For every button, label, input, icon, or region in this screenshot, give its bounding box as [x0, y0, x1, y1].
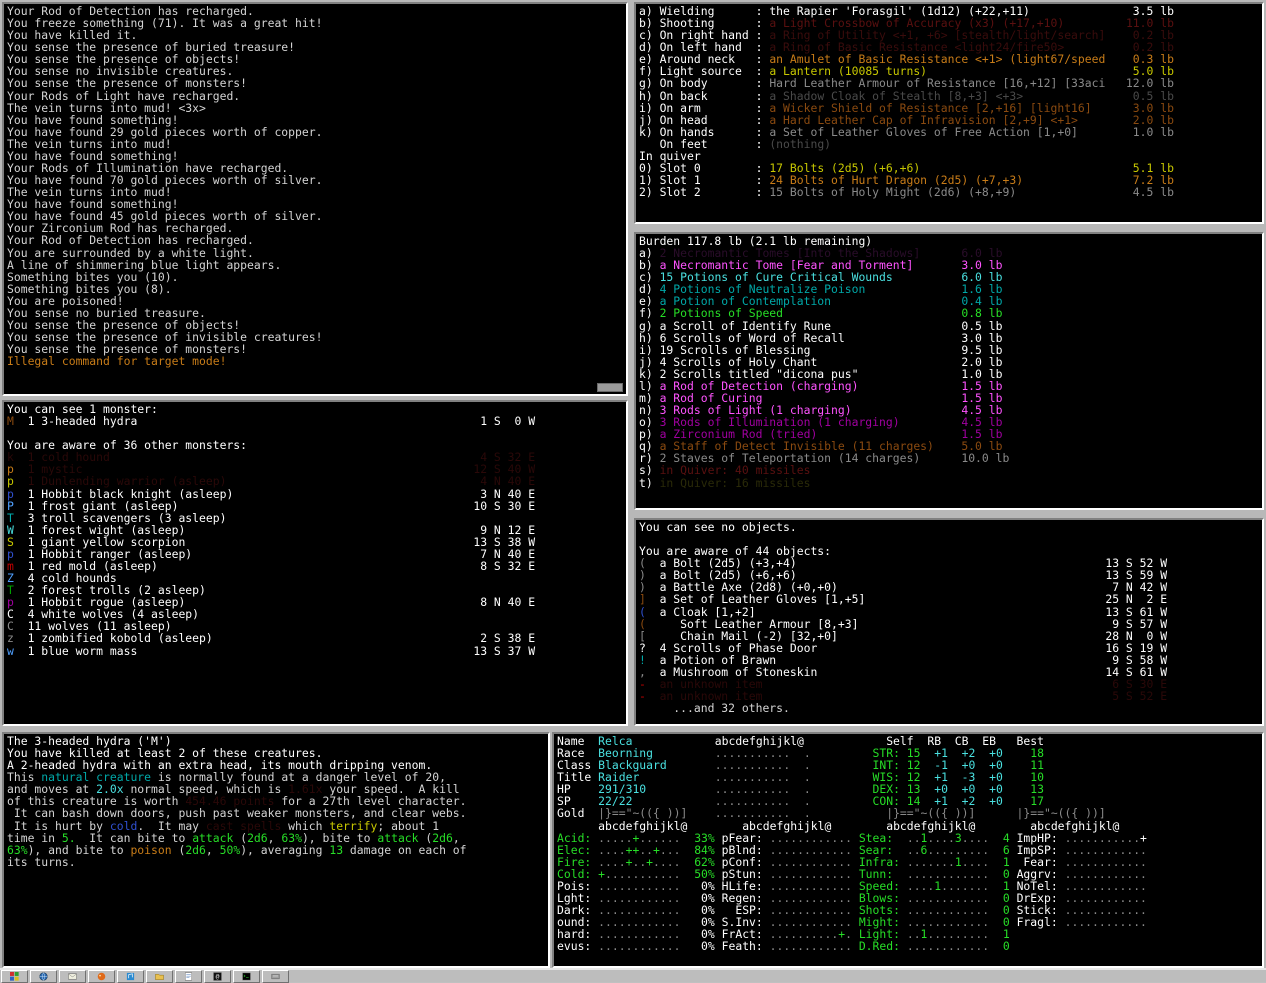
mail-button[interactable] [59, 969, 86, 983]
windows-flag-icon [10, 971, 19, 981]
document-icon [185, 971, 192, 981]
at-icon: @ [213, 971, 222, 981]
inventory-list: Burden 117.8 lb (2.1 lb remaining) a) 2 … [639, 235, 1010, 490]
object-list-content[interactable]: You can see no objects. You are aware of… [637, 521, 1261, 723]
equipment-window[interactable]: a) Wielding : the Rapier 'Forasgil' (1d1… [634, 2, 1264, 224]
palette-icon [97, 972, 106, 980]
equipment-content[interactable]: a) Wielding : the Rapier 'Forasgil' (1d1… [637, 5, 1261, 221]
object-list-window[interactable]: You can see no objects. You are aware of… [634, 518, 1264, 726]
object-list: You can see no objects. You are aware of… [639, 521, 1168, 716]
taskbar[interactable]: @ [0, 968, 1266, 983]
inventory-content[interactable]: Burden 117.8 lb (2.1 lb remaining) a) 2 … [637, 235, 1261, 507]
message-log-scrollbar-thumb[interactable] [597, 383, 623, 392]
equipment-list: a) Wielding : the Rapier 'Forasgil' (1d1… [639, 5, 1174, 200]
folder-button[interactable] [146, 969, 173, 983]
monster-list-content[interactable]: You can see 1 monster: M 1 3-headed hydr… [5, 403, 625, 723]
terminal-button[interactable] [233, 969, 260, 983]
folder-icon [155, 973, 164, 980]
monster-list: You can see 1 monster: M 1 3-headed hydr… [7, 403, 536, 658]
note-icon [126, 972, 135, 980]
tray-icon [271, 973, 280, 979]
svg-text:@: @ [216, 973, 220, 980]
character-sheet-content[interactable]: Name Relca abcdefghijkl@ Self RB CB EB B… [555, 735, 1261, 965]
message-log-text: Your Rod of Detection has recharged. You… [7, 5, 323, 369]
notepad-button[interactable] [175, 969, 202, 983]
envelope-icon [68, 973, 77, 979]
paint-button[interactable] [88, 969, 115, 983]
start-menu-button[interactable] [1, 969, 28, 983]
inventory-window[interactable]: Burden 117.8 lb (2.1 lb remaining) a) 2 … [634, 232, 1264, 510]
monster-list-window[interactable]: You can see 1 monster: M 1 3-headed hydr… [2, 400, 628, 726]
monster-recall-content[interactable]: The 3-headed hydra ('M') You have killed… [5, 735, 547, 965]
globe-icon [39, 971, 48, 981]
message-log-window[interactable]: Your Rod of Detection has recharged. You… [2, 2, 628, 396]
media-button[interactable] [117, 969, 144, 983]
character-sheet-window[interactable]: Name Relca abcdefghijkl@ Self RB CB EB B… [552, 732, 1264, 968]
character-sheet-text: Name Relca abcdefghijkl@ Self RB CB EB B… [557, 735, 1147, 954]
monster-recall-window[interactable]: The 3-headed hydra ('M') You have killed… [2, 732, 550, 968]
angband-button[interactable]: @ [204, 969, 231, 983]
message-log-content[interactable]: Your Rod of Detection has recharged. You… [5, 5, 625, 393]
browser-button[interactable] [30, 969, 57, 983]
tray-button[interactable] [262, 969, 289, 983]
terminal-icon [242, 972, 251, 980]
monster-recall-text: The 3-headed hydra ('M') You have killed… [7, 735, 467, 869]
